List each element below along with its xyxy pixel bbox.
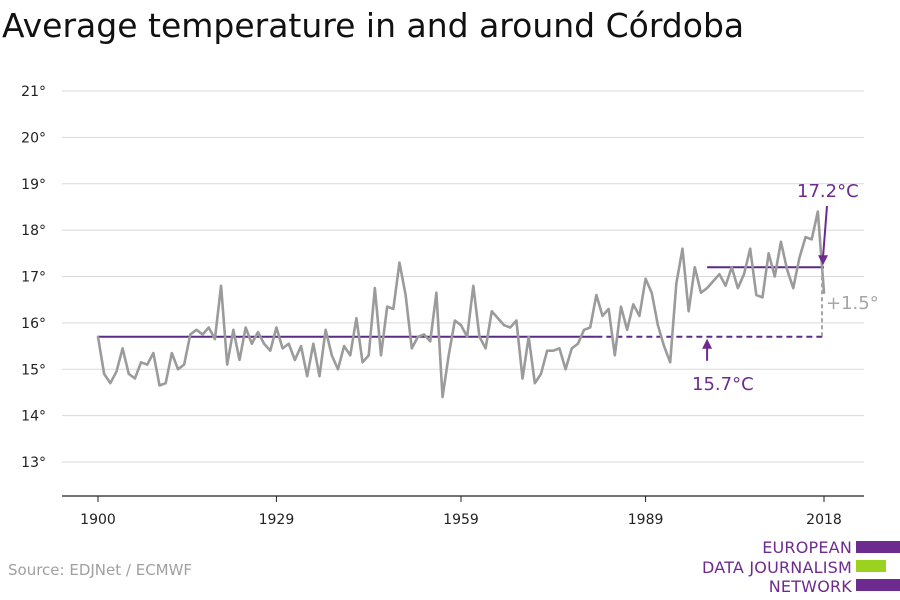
y-tick-label-14: 14°: [21, 409, 46, 425]
x-tick-label-1929: 1929: [259, 512, 295, 528]
y-tick-label-21: 21°: [21, 84, 46, 100]
baseline-arrow-head: [702, 338, 713, 349]
x-tick-label-1900: 1900: [80, 512, 116, 528]
x-tick-label-1989: 1989: [628, 512, 664, 528]
recent-label: 17.2°C: [797, 181, 859, 202]
y-tick-label-20: 20°: [21, 130, 46, 146]
logo-line-2: DATA JOURNALISM: [702, 557, 852, 577]
logo-text: EUROPEAN DATA JOURNALISM NETWORK: [702, 538, 852, 597]
logo-bar-1: [856, 541, 900, 553]
baseline-label: 15.7°C: [692, 374, 754, 395]
logo-line-3: NETWORK: [768, 577, 852, 596]
logo-bar-2: [856, 560, 886, 572]
y-tick-label-16: 16°: [21, 316, 46, 332]
chart-title: Average temperature in and around Córdob…: [2, 6, 745, 45]
y-tick-label-19: 19°: [21, 177, 46, 193]
x-tick-label-1959: 1959: [443, 512, 479, 528]
y-tick-label-15: 15°: [21, 362, 46, 378]
difference-label: +1.5°: [826, 293, 879, 314]
recent-arrow-head: [818, 255, 828, 266]
grid-lines: [62, 90, 864, 463]
temperature-series-line: [96, 210, 826, 399]
y-tick-label-18: 18°: [21, 223, 46, 239]
recent-arrow-shaft: [822, 205, 828, 258]
y-tick-label-13: 13°: [21, 455, 46, 471]
x-axis: 1900 1929 1959 1989 2018: [62, 495, 864, 528]
x-tick-label-2018: 2018: [806, 512, 842, 528]
y-tick-label-17: 17°: [21, 270, 46, 286]
annotations: +1.5° 15.7°C 17.2°C: [692, 181, 879, 395]
y-axis-ticks: 13° 14° 15° 16° 17° 18° 19° 20° 21°: [21, 84, 46, 471]
edjnet-logo: EUROPEAN DATA JOURNALISM NETWORK: [680, 538, 900, 600]
source-note: Source: EDJNet / ECMWF: [8, 561, 193, 579]
logo-line-1: EUROPEAN: [762, 538, 852, 557]
logo-bar-3: [856, 579, 900, 591]
series-group: [96, 210, 826, 399]
